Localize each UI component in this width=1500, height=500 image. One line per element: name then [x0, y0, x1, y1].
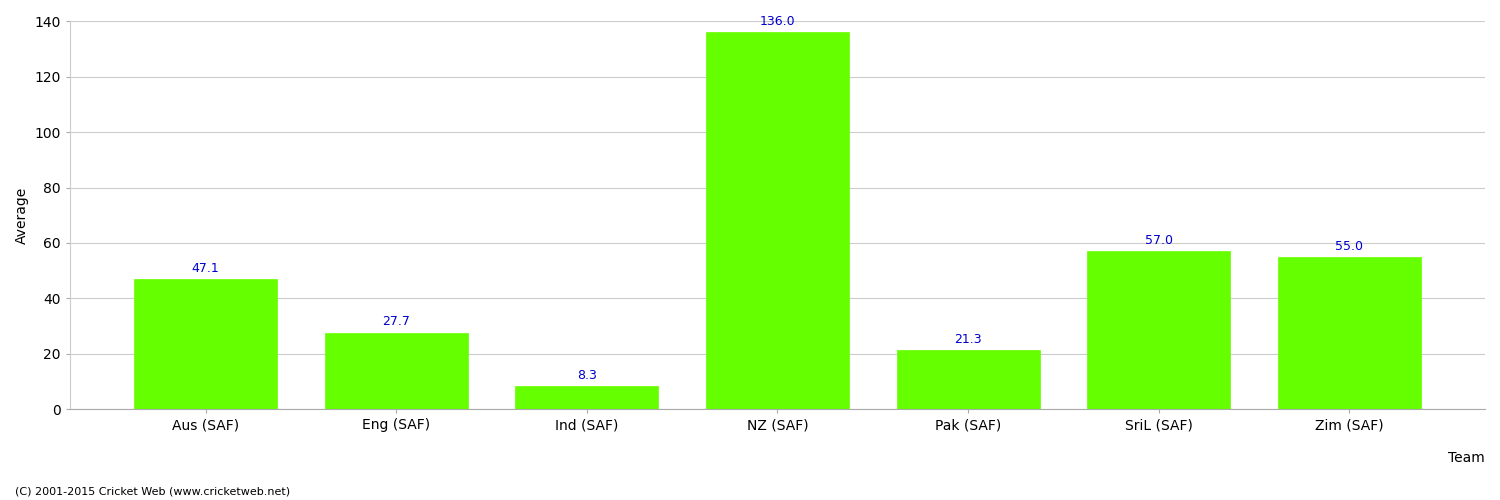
Text: 27.7: 27.7 — [382, 316, 411, 328]
Bar — [135, 278, 278, 409]
Text: 21.3: 21.3 — [954, 333, 982, 346]
Text: 47.1: 47.1 — [192, 262, 219, 274]
Text: 8.3: 8.3 — [578, 369, 597, 382]
Text: 55.0: 55.0 — [1335, 240, 1364, 252]
Bar — [897, 350, 1040, 410]
Text: 136.0: 136.0 — [759, 15, 795, 28]
Y-axis label: Average: Average — [15, 186, 28, 244]
Bar — [516, 386, 658, 409]
Bar — [326, 332, 468, 409]
Text: Team: Team — [1448, 451, 1485, 465]
Bar — [706, 32, 849, 409]
Text: (C) 2001-2015 Cricket Web (www.cricketweb.net): (C) 2001-2015 Cricket Web (www.cricketwe… — [15, 487, 290, 497]
Text: 57.0: 57.0 — [1144, 234, 1173, 247]
Bar — [1278, 257, 1420, 410]
Bar — [1088, 252, 1230, 410]
